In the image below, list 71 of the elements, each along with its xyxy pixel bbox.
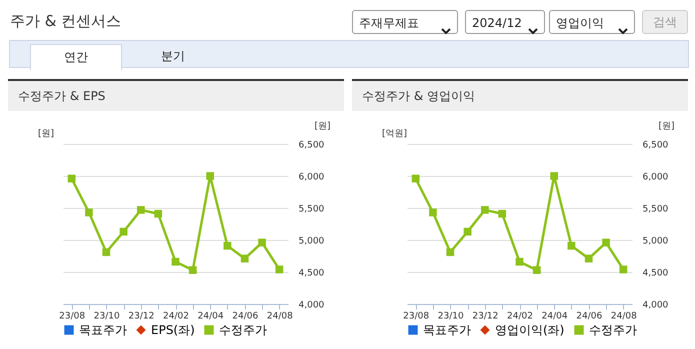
chart-title: 수정주가 & 영업이익 bbox=[352, 81, 688, 111]
x-tick-label: 23/12 bbox=[472, 312, 498, 322]
point bbox=[188, 266, 197, 274]
point bbox=[240, 254, 249, 262]
point bbox=[154, 210, 162, 218]
x-tick-label: 24/02 bbox=[507, 312, 533, 322]
y2-axis-title: [원] bbox=[314, 122, 331, 132]
point bbox=[258, 238, 266, 246]
x-tick-label: 23/10 bbox=[94, 312, 120, 322]
text: 주재무제표 bbox=[359, 16, 419, 30]
y2-tick-label: 4,500 bbox=[298, 268, 325, 278]
point bbox=[275, 266, 284, 274]
y2-tick-label: 6,000 bbox=[642, 172, 669, 182]
text: 분기 bbox=[160, 48, 186, 65]
y-axis-title: [원] bbox=[38, 128, 54, 140]
x-tick-label: 24/04 bbox=[198, 312, 224, 322]
x-tick-label: 24/06 bbox=[576, 312, 602, 322]
text: 주가 & 컨센서스 bbox=[10, 12, 122, 31]
x-tick-label: 24/08 bbox=[266, 312, 294, 322]
legend-label: 목표주가 bbox=[423, 323, 471, 337]
y2-tick-label: 4,000 bbox=[298, 300, 325, 310]
x-tick-label: 23/08 bbox=[403, 312, 430, 322]
legend-label: EPS(좌) bbox=[151, 323, 195, 337]
x-tick-label: 24/06 bbox=[232, 312, 258, 322]
point bbox=[584, 254, 593, 262]
point bbox=[498, 210, 506, 218]
x-tick-label: 24/08 bbox=[610, 312, 638, 322]
point bbox=[412, 174, 420, 182]
point bbox=[446, 248, 454, 256]
chart-title: 수정주가 & EPS bbox=[8, 81, 344, 111]
y2-tick-label: 5,000 bbox=[642, 236, 669, 246]
y2-tick-label: 4,000 bbox=[642, 300, 669, 310]
y2-tick-label: 6,500 bbox=[642, 140, 669, 150]
legend-label: 목표주가 bbox=[79, 323, 127, 337]
legend-label: 수정주가 bbox=[219, 323, 267, 337]
point bbox=[516, 258, 524, 266]
point bbox=[206, 172, 214, 180]
point bbox=[429, 208, 437, 216]
text: 검색 bbox=[642, 10, 688, 34]
legend-label: 영업이익(좌) bbox=[495, 323, 564, 337]
y2-tick-label: 6,500 bbox=[298, 140, 325, 150]
point bbox=[532, 266, 541, 274]
x-tick-label: 23/10 bbox=[438, 312, 464, 322]
point bbox=[224, 242, 232, 250]
point bbox=[102, 248, 110, 256]
point bbox=[68, 174, 76, 182]
text: 영업이익 bbox=[556, 16, 604, 30]
x-tick-label: 24/02 bbox=[163, 312, 189, 322]
x-tick-label: 23/12 bbox=[128, 312, 154, 322]
y-axis-title: [억원] bbox=[382, 128, 408, 140]
x-tick-label: 23/08 bbox=[59, 312, 86, 322]
point bbox=[172, 258, 180, 266]
text: 연간 bbox=[30, 44, 122, 70]
point bbox=[602, 238, 610, 246]
point bbox=[464, 228, 472, 236]
y2-tick-label: 5,500 bbox=[642, 204, 669, 214]
x-tick-label: 24/04 bbox=[542, 312, 568, 322]
point bbox=[137, 206, 145, 214]
y2-tick-label: 5,500 bbox=[298, 204, 325, 214]
text: 2024/12 bbox=[472, 16, 522, 30]
y2-tick-label: 6,000 bbox=[298, 172, 325, 182]
point bbox=[619, 266, 628, 274]
point bbox=[550, 172, 558, 180]
y2-axis-title: [원] bbox=[658, 122, 675, 132]
point bbox=[568, 242, 576, 250]
point bbox=[85, 208, 93, 216]
legend-label: 수정주가 bbox=[589, 323, 637, 337]
point bbox=[481, 206, 489, 214]
point bbox=[120, 228, 128, 236]
y2-tick-label: 4,500 bbox=[642, 268, 669, 278]
y2-tick-label: 5,000 bbox=[298, 236, 325, 246]
